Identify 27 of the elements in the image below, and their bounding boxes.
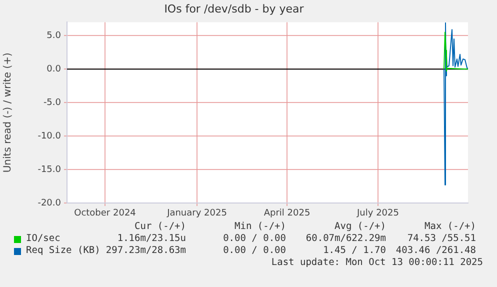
y-axis-title: Units read (-) / write (+): [2, 52, 14, 173]
text: Avg (-/+): [334, 221, 386, 232]
text: 74.53 /55.51: [407, 233, 476, 244]
x-tick-label: July 2025: [356, 208, 399, 219]
x-tick-label: January 2025: [166, 208, 227, 219]
y-tick-label: -5.0: [43, 98, 62, 108]
y-tick-label: -10.0: [38, 131, 62, 142]
y-tick-label: -20.0: [38, 198, 62, 208]
text: 1.45 / 1.70: [323, 245, 386, 256]
text: Last update: Mon Oct 13 00:00:11 2025: [271, 257, 483, 268]
text: 60.07m/622.29m: [306, 233, 386, 244]
y-tick-label: 0.0: [46, 64, 62, 74]
legend-label: Req Size (KB): [26, 245, 100, 256]
y-tick-label: -15.0: [38, 164, 62, 175]
text: 403.46 /261.48: [396, 245, 476, 256]
x-tick-label: October 2024: [74, 208, 136, 219]
legend-label: IO/sec: [26, 233, 60, 244]
text: Min (-/+): [234, 221, 286, 232]
text: Cur (-/+): [134, 221, 186, 232]
text: 0.00 / 0.00: [223, 233, 286, 244]
chart-title: IOs for /dev/sdb - by year: [164, 2, 304, 16]
y-tick-label: 5.0: [46, 30, 62, 41]
text: 297.23m/28.63m: [106, 245, 186, 256]
text: 1.16m/23.15u: [117, 233, 186, 244]
text: Max (-/+): [424, 221, 476, 232]
x-tick-label: April 2025: [264, 208, 310, 219]
text: 0.00 / 0.00: [223, 245, 286, 256]
